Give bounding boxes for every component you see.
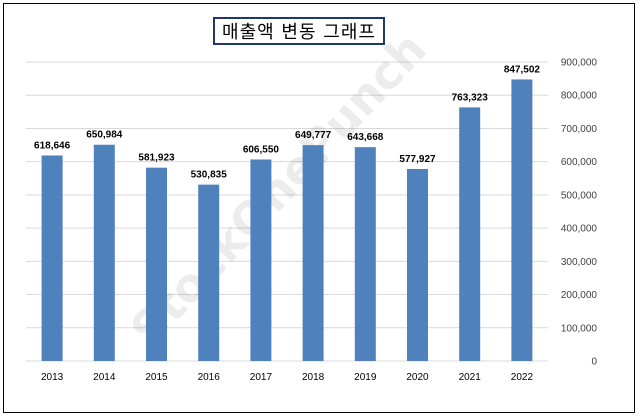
y-tick-label: 500,000 — [561, 190, 598, 201]
bar — [198, 184, 220, 361]
data-label: 577,927 — [399, 154, 436, 165]
data-label: 530,835 — [191, 170, 228, 181]
y-tick-label: 200,000 — [561, 290, 598, 301]
y-axis-ticks: 0 100,000 200,000 300,000 400,000 500,000 600,… — [561, 58, 598, 368]
x-axis-ticks: 2013 2014 2015 2016 2017 2018 2019 2020 2021 2022 — [41, 372, 533, 383]
data-label: 606,550 — [243, 144, 280, 155]
y-tick-label: 100,000 — [561, 323, 598, 334]
x-tick-label: 2013 — [41, 372, 64, 383]
bar — [354, 147, 376, 361]
data-label: 643,668 — [347, 132, 384, 143]
bar — [302, 145, 324, 361]
data-label: 847,502 — [504, 64, 541, 75]
x-tick-label: 2021 — [459, 372, 482, 383]
y-tick-label: 300,000 — [561, 257, 598, 268]
x-tick-label: 2022 — [511, 372, 534, 383]
y-tick-label: 400,000 — [561, 224, 598, 235]
x-tick-label: 2014 — [93, 372, 116, 383]
chart-title: 매출액 변동 그래프 — [222, 22, 376, 43]
bar — [93, 144, 115, 361]
watermark: StockOnePunch — [120, 22, 437, 356]
y-tick-label: 0 — [591, 357, 597, 368]
bar — [41, 155, 63, 361]
y-tick-label: 600,000 — [561, 157, 598, 168]
bar — [511, 79, 533, 361]
bar — [250, 159, 272, 361]
bars — [41, 79, 533, 361]
data-label: 649,777 — [295, 130, 332, 141]
x-tick-label: 2016 — [198, 372, 221, 383]
data-label: 650,984 — [86, 130, 123, 141]
data-label: 581,923 — [138, 153, 175, 164]
x-tick-label: 2015 — [145, 372, 168, 383]
bar — [407, 168, 428, 361]
bar — [459, 107, 481, 361]
x-tick-label: 2019 — [354, 372, 377, 383]
watermark-text: StockOnePunch — [120, 22, 437, 356]
data-label: 763,323 — [452, 92, 489, 103]
y-tick-label: 700,000 — [561, 124, 598, 135]
x-tick-label: 2018 — [302, 372, 325, 383]
x-tick-label: 2020 — [406, 372, 429, 383]
y-tick-label: 900,000 — [561, 58, 598, 69]
chart-title-box: 매출액 변동 그래프 — [213, 17, 385, 45]
y-tick-label: 800,000 — [561, 91, 598, 102]
x-tick-label: 2017 — [250, 372, 273, 383]
data-labels: 618,646 650,984 581,923 530,835 606,550 649,7… — [34, 64, 540, 180]
bar — [146, 167, 167, 361]
data-label: 618,646 — [34, 140, 71, 151]
